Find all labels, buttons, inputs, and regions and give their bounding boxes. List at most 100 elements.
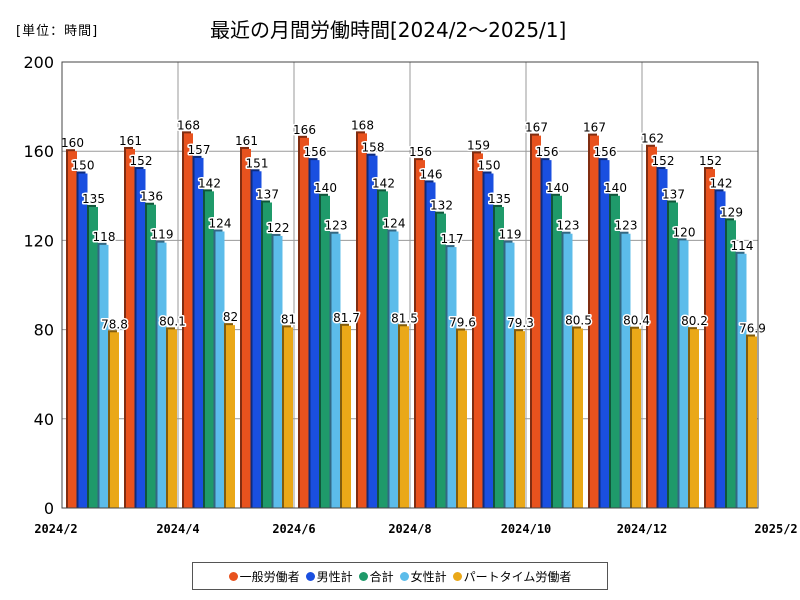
data-label-3-10: 120 xyxy=(673,225,696,239)
data-label-1-5: 158 xyxy=(362,141,385,155)
bar-4-7 xyxy=(516,331,525,508)
data-label-3-5: 124 xyxy=(383,216,406,230)
bar-1-2 xyxy=(194,157,204,508)
bar-2-8 xyxy=(553,195,562,509)
bar-1-9 xyxy=(600,160,610,508)
bar-4-5 xyxy=(400,326,409,508)
data-label-0-7: 159 xyxy=(467,138,490,152)
bar-4-0 xyxy=(110,332,119,508)
bar-2-11 xyxy=(727,220,736,508)
bar-2-10 xyxy=(669,202,678,509)
series-2 xyxy=(87,189,736,509)
data-label-0-8: 167 xyxy=(525,121,548,135)
data-label-2-10: 137 xyxy=(662,187,685,201)
bar-0-7 xyxy=(474,153,483,508)
x-tick-label-4: 2024/10 xyxy=(501,522,552,536)
y-tick-label-0: 0 xyxy=(44,499,54,518)
bar-0-11 xyxy=(706,169,715,509)
bar-4-11 xyxy=(748,336,757,508)
data-label-4-0: 78.8 xyxy=(101,317,128,331)
x-tick-label-6: 2025/2 xyxy=(754,522,797,536)
bar-4-1 xyxy=(168,329,177,508)
bar-2-7 xyxy=(495,206,504,508)
bar-2-4 xyxy=(321,195,330,509)
bar-3-5 xyxy=(389,231,399,509)
data-label-0-10: 162 xyxy=(641,132,664,146)
legend-item-3: 女性計 xyxy=(399,568,447,585)
bar-1-3 xyxy=(252,171,262,508)
bar-3-9 xyxy=(621,233,631,508)
bar-1-10 xyxy=(658,169,668,509)
bar-0-1 xyxy=(126,148,135,508)
bar-3-10 xyxy=(679,240,689,508)
data-label-0-6: 156 xyxy=(409,145,432,159)
bar-0-5 xyxy=(358,133,367,509)
data-label-2-2: 142 xyxy=(198,176,221,190)
legend-label: 女性計 xyxy=(410,569,447,584)
legend-label: 合計 xyxy=(369,569,394,584)
data-label-1-6: 146 xyxy=(420,167,443,181)
bar-3-7 xyxy=(505,242,515,508)
legend-item-2: 合計 xyxy=(358,568,394,585)
legend-swatch-icon xyxy=(399,571,409,581)
x-tick-label-3: 2024/8 xyxy=(388,522,431,536)
chart-legend: 一般労働者 男性計 合計 女性計 パートタイム労働者 xyxy=(192,562,608,590)
legend-swatch-icon xyxy=(358,571,368,581)
y-tick-label-2: 80 xyxy=(34,321,54,340)
y-tick-label-5: 200 xyxy=(23,53,54,72)
data-label-0-4: 166 xyxy=(293,123,316,137)
data-label-3-9: 123 xyxy=(615,219,638,233)
data-label-0-1: 161 xyxy=(119,134,142,148)
data-label-4-3: 81 xyxy=(281,312,296,326)
bar-4-3 xyxy=(284,327,293,508)
data-label-3-4: 123 xyxy=(325,219,348,233)
bar-0-4 xyxy=(300,137,309,508)
data-label-0-11: 152 xyxy=(699,154,722,168)
bar-2-5 xyxy=(379,191,388,508)
legend-label: パートタイム労働者 xyxy=(463,569,572,584)
data-label-4-4: 81.7 xyxy=(333,311,360,325)
bar-2-9 xyxy=(611,195,620,509)
data-label-3-3: 122 xyxy=(267,221,290,235)
bar-0-3 xyxy=(242,148,251,508)
data-label-0-3: 161 xyxy=(235,134,258,148)
bar-1-5 xyxy=(368,155,378,508)
bar-0-10 xyxy=(648,146,657,509)
data-label-3-2: 124 xyxy=(209,216,232,230)
data-label-0-2: 168 xyxy=(177,118,200,132)
data-label-2-4: 140 xyxy=(314,181,337,195)
bar-2-0 xyxy=(89,206,98,508)
bar-2-2 xyxy=(205,191,214,508)
data-label-1-8: 156 xyxy=(536,145,559,159)
data-label-1-3: 151 xyxy=(246,156,269,170)
data-label-1-1: 152 xyxy=(130,154,153,168)
data-label-4-6: 79.6 xyxy=(449,315,476,329)
bar-3-3 xyxy=(273,235,283,508)
bar-3-6 xyxy=(447,247,457,508)
data-label-3-11: 114 xyxy=(731,239,754,253)
data-label-2-7: 135 xyxy=(488,192,511,206)
data-label-4-1: 80.1 xyxy=(159,314,186,328)
y-tick-label-1: 40 xyxy=(34,410,54,429)
legend-swatch-icon xyxy=(452,571,462,581)
legend-item-1: 男性計 xyxy=(305,568,353,585)
y-tick-label-4: 160 xyxy=(23,142,54,161)
legend-swatch-icon xyxy=(305,571,315,581)
data-label-1-11: 142 xyxy=(710,176,733,190)
data-label-2-6: 132 xyxy=(430,199,453,213)
bar-1-7 xyxy=(484,173,494,508)
bar-2-1 xyxy=(147,204,156,508)
data-label-0-0: 160 xyxy=(61,136,84,150)
chart-title: 最近の月間労働時間[2024/2～2025/1] xyxy=(210,18,567,42)
legend-item-4: パートタイム労働者 xyxy=(452,568,572,585)
data-label-4-10: 80.2 xyxy=(681,314,708,328)
legend-item-0: 一般労働者 xyxy=(228,568,300,585)
data-label-1-10: 152 xyxy=(652,154,675,168)
y-tick-label-3: 120 xyxy=(23,231,54,250)
bar-chart: 0 40 80 120 160 200 2024/2 2024/4 2024/6 2024/8 20… xyxy=(23,53,797,536)
bar-1-8 xyxy=(542,160,552,508)
bar-0-2 xyxy=(184,133,193,509)
bar-3-2 xyxy=(215,231,225,509)
data-label-4-5: 81.5 xyxy=(391,311,418,325)
series-3 xyxy=(97,229,747,509)
